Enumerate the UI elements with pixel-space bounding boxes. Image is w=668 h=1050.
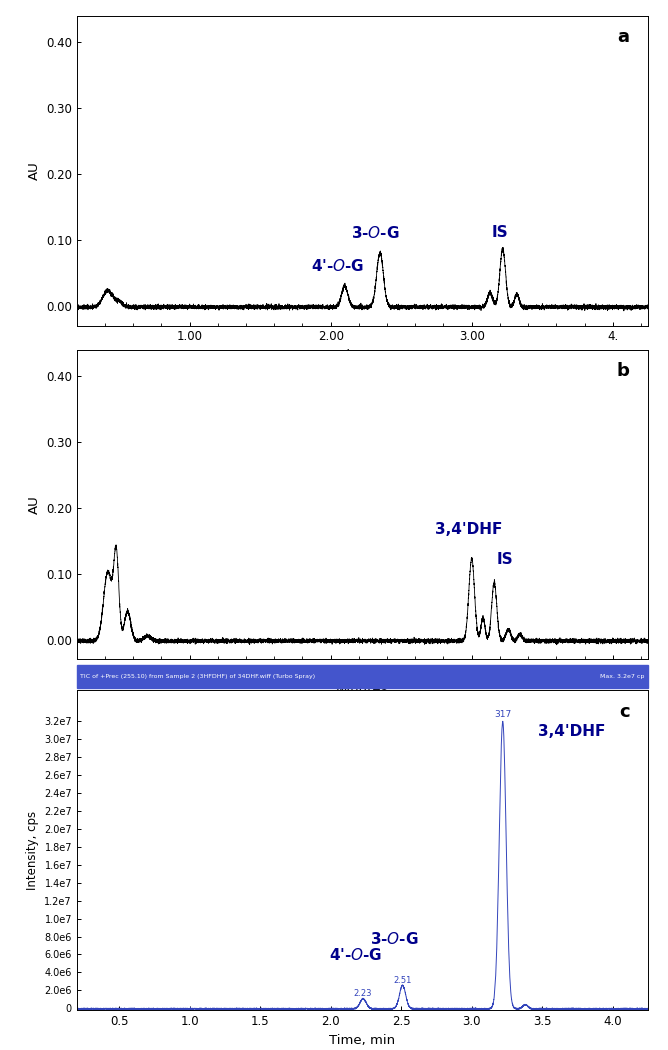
Text: 4'-$\mathit{O}$-G: 4'-$\mathit{O}$-G <box>329 947 383 964</box>
Text: a: a <box>618 28 630 46</box>
Text: 2.51: 2.51 <box>393 975 411 985</box>
Text: 4'-$\mathit{O}$-G: 4'-$\mathit{O}$-G <box>311 258 364 274</box>
X-axis label: Time, min: Time, min <box>329 1033 395 1047</box>
Text: IS: IS <box>492 225 508 239</box>
Y-axis label: AU: AU <box>27 162 40 180</box>
Text: 3,4'DHF: 3,4'DHF <box>435 523 502 538</box>
Text: c: c <box>619 702 630 720</box>
Text: IS: IS <box>497 552 514 567</box>
Text: b: b <box>617 362 630 380</box>
Y-axis label: AU: AU <box>27 496 40 513</box>
Text: 3-$\mathit{O}$-G: 3-$\mathit{O}$-G <box>351 225 400 242</box>
X-axis label: Minutes: Minutes <box>336 349 389 362</box>
Text: 3,4'DHF: 3,4'DHF <box>538 724 605 739</box>
Text: 3-$\mathit{O}$-G: 3-$\mathit{O}$-G <box>370 931 418 947</box>
Text: 2.23: 2.23 <box>354 988 372 998</box>
X-axis label: Minutes: Minutes <box>336 682 389 696</box>
Text: 317: 317 <box>494 711 511 719</box>
Text: Max. 3.2e7 cp: Max. 3.2e7 cp <box>601 674 645 678</box>
Text: TIC of +Prec (255.10) from Sample 2 (3HFDHF) of 34DHF.wiff (Turbo Spray): TIC of +Prec (255.10) from Sample 2 (3HF… <box>80 674 315 678</box>
Y-axis label: Intensity, cps: Intensity, cps <box>25 811 39 889</box>
